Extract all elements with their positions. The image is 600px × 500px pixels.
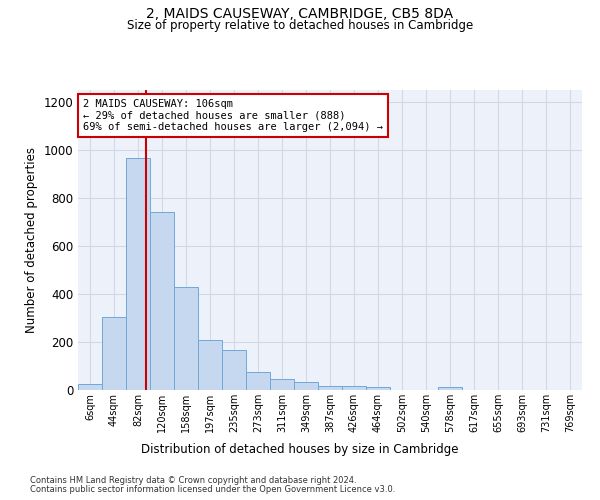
Text: 2, MAIDS CAUSEWAY, CAMBRIDGE, CB5 8DA: 2, MAIDS CAUSEWAY, CAMBRIDGE, CB5 8DA	[146, 8, 454, 22]
Bar	[318, 386, 342, 390]
Bar	[126, 158, 150, 390]
Text: Size of property relative to detached houses in Cambridge: Size of property relative to detached ho…	[127, 19, 473, 32]
Bar	[342, 386, 366, 390]
Bar	[102, 317, 126, 390]
Text: 2 MAIDS CAUSEWAY: 106sqm
← 29% of detached houses are smaller (888)
69% of semi-: 2 MAIDS CAUSEWAY: 106sqm ← 29% of detach…	[83, 99, 383, 132]
Bar	[366, 387, 390, 390]
Text: Contains HM Land Registry data © Crown copyright and database right 2024.: Contains HM Land Registry data © Crown c…	[30, 476, 356, 485]
Bar	[150, 212, 174, 390]
Bar	[222, 350, 246, 390]
Text: Distribution of detached houses by size in Cambridge: Distribution of detached houses by size …	[141, 442, 459, 456]
Y-axis label: Number of detached properties: Number of detached properties	[25, 147, 38, 333]
Bar	[294, 382, 318, 390]
Bar	[438, 387, 462, 390]
Bar	[78, 384, 102, 390]
Bar	[174, 287, 198, 390]
Bar	[198, 340, 222, 390]
Bar	[270, 378, 294, 390]
Text: Contains public sector information licensed under the Open Government Licence v3: Contains public sector information licen…	[30, 485, 395, 494]
Bar	[246, 372, 270, 390]
